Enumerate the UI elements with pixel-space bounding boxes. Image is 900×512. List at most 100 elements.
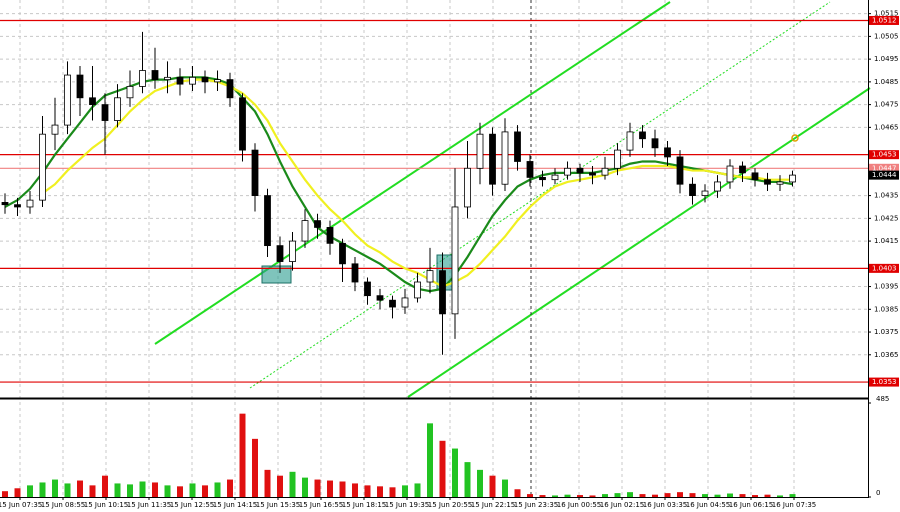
volume-bar — [139, 481, 146, 497]
volume-bar — [739, 494, 746, 497]
candle-body — [314, 220, 321, 228]
volume-bar — [489, 475, 496, 497]
volume-bar — [714, 494, 721, 497]
volume-bar — [427, 423, 433, 497]
volume-bar — [764, 494, 771, 497]
x-tick-label: 15 Jun 10:15 — [84, 501, 128, 509]
level-label: 1.0447 — [872, 164, 897, 172]
candle-body — [576, 167, 584, 174]
volume-bar — [114, 483, 121, 497]
volume-bar — [452, 448, 458, 497]
volume-bar — [402, 485, 408, 497]
volume-bar — [702, 494, 708, 497]
volume-bar — [189, 483, 196, 497]
candle-body — [601, 167, 609, 176]
candle-body — [739, 165, 746, 174]
candle-body — [139, 70, 146, 87]
candle-body — [376, 295, 384, 301]
volume-bar — [552, 495, 558, 497]
candle-body — [476, 133, 484, 169]
volume-bar — [689, 493, 696, 497]
level-box — [869, 150, 899, 160]
volume-bar — [564, 494, 571, 497]
volume-bar — [127, 484, 133, 497]
level-label: 1.0353 — [872, 378, 897, 386]
candle-body — [301, 220, 309, 242]
volume-bar — [652, 494, 658, 497]
candle-body — [114, 97, 121, 121]
candle-body — [214, 79, 221, 83]
candle-body — [539, 176, 546, 181]
candle-body — [714, 181, 721, 192]
entry-box — [261, 265, 292, 284]
x-tick-label: 15 Jun 20:55 — [428, 501, 472, 509]
candle-body — [51, 124, 59, 135]
marker — [791, 134, 799, 142]
candle-body — [589, 172, 596, 176]
y-tick-label: 1.0495 — [874, 55, 899, 63]
candle-body — [226, 79, 234, 99]
volume-tick-label: 485 — [876, 395, 889, 403]
volume-bar — [527, 494, 533, 497]
candle-body — [389, 299, 396, 308]
candle-body — [201, 76, 209, 83]
marks — [1, 31, 796, 497]
volume-bar — [439, 440, 446, 497]
volume-bar — [627, 492, 633, 497]
volume-bar — [314, 479, 321, 497]
labels: 1.0515 1.0505 1.0495 1.0485 1.0475 1.0465 1.04… — [0, 10, 899, 509]
level-box — [869, 377, 899, 387]
volume-bar — [327, 480, 333, 497]
volume-bar — [377, 486, 383, 497]
volume-bar — [589, 495, 596, 497]
level-box — [869, 15, 899, 25]
candle-body — [151, 70, 159, 80]
trend-line — [154, 1, 671, 345]
volume-bar — [27, 485, 33, 497]
candle-body — [326, 227, 334, 244]
volume-bar — [252, 438, 258, 497]
level-label: 1.0403 — [872, 264, 897, 272]
x-tick-label: 16 Jun 03:35 — [643, 501, 687, 509]
candle-body — [564, 167, 571, 176]
volume-bar — [464, 462, 471, 497]
volume-bar — [14, 488, 21, 497]
candle-body — [651, 138, 659, 149]
candle-body — [664, 147, 671, 158]
volume-bar — [614, 493, 621, 497]
volume-bar — [664, 493, 671, 497]
y-tick-label: 1.0395 — [874, 283, 899, 291]
volume-bar — [789, 494, 796, 497]
level-label: 1.0512 — [872, 16, 897, 24]
volume-bar — [202, 485, 208, 497]
candle-body — [439, 270, 446, 315]
x-tick-label: 15 Jun 14:15 — [213, 501, 257, 509]
candle-body — [614, 149, 621, 169]
candle-body — [351, 263, 359, 283]
candle-body — [626, 131, 634, 151]
candle-body — [639, 131, 646, 140]
x-tick-label: 15 Jun 07:35 — [0, 501, 42, 509]
y-tick-label: 1.0365 — [874, 351, 899, 359]
candle-body — [489, 133, 496, 185]
x-tick-label: 16 Jun 00:55 — [557, 501, 601, 509]
level-box — [869, 263, 899, 273]
candle-body — [39, 133, 46, 201]
x-tick-label: 15 Jun 11:35 — [127, 501, 171, 509]
y-tick-label: 1.0465 — [874, 123, 899, 131]
x-tick-label: 15 Jun 23:35 — [514, 501, 558, 509]
y-tick-label: 1.0485 — [874, 78, 899, 86]
x-tick-label: 15 Jun 15:35 — [256, 501, 300, 509]
volume-tick-label: 0 — [876, 489, 880, 497]
candle-body — [451, 206, 459, 315]
y-tick-label: 1.0515 — [874, 10, 899, 18]
y-tick-label: 1.0505 — [874, 32, 899, 40]
x-tick-label: 16 Jun 06:15 — [729, 501, 773, 509]
candle-body — [701, 190, 709, 196]
candle-body — [64, 74, 71, 126]
volume-bar — [339, 481, 346, 497]
volume-bar — [152, 482, 158, 497]
candle-body — [126, 86, 134, 99]
candle-body — [464, 167, 471, 208]
candle-body — [526, 161, 534, 178]
